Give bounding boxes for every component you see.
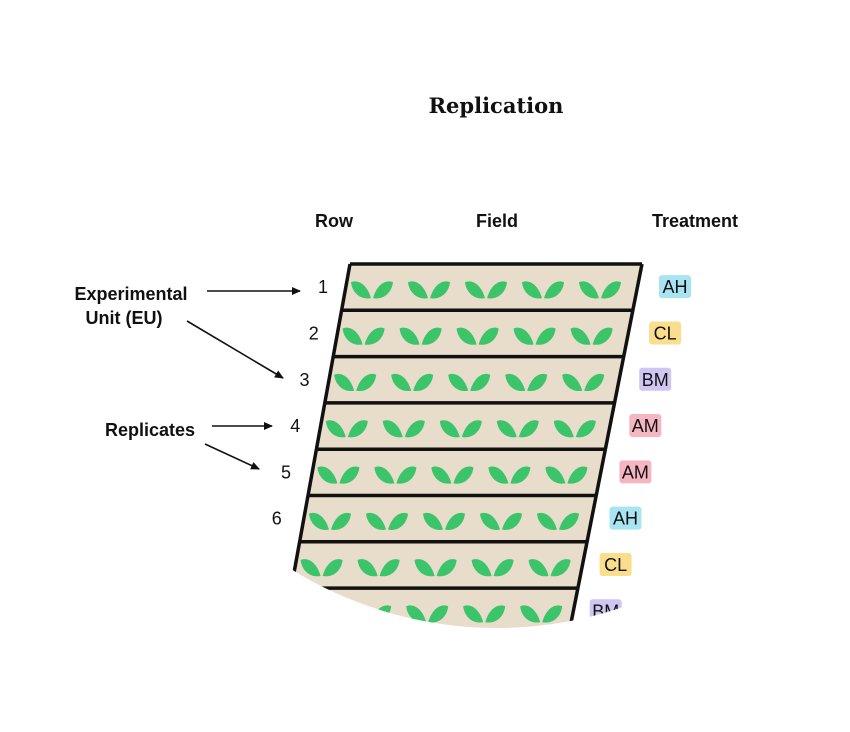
row-header: Row [315,211,354,231]
seedling-icon [463,605,506,623]
seedling-icon [553,420,596,438]
field-outline [282,262,644,628]
treatment-tag: CL [599,552,632,576]
treatment-tags: AH CL BM AM AM AH CL BM [589,275,691,623]
seedling-icon [423,512,465,530]
seedling-icon [528,559,571,577]
seedling-icon [562,373,605,392]
field-area [282,262,644,628]
row-numbers: 1 2 3 4 5 6 [272,277,328,529]
row-number: 4 [290,416,300,436]
seedling-icon [406,605,449,623]
row-number: 3 [300,370,310,390]
row-number: 1 [318,277,328,297]
arrow-icon [186,320,284,379]
seedling-icon [317,466,360,484]
seedling-icon [414,559,457,577]
diagram-title: Replication [429,93,564,118]
field-background [284,264,642,628]
field-header: Field [476,211,518,231]
arrow-icon [204,443,260,470]
row-number: 2 [309,323,319,343]
svg-text:AM: AM [622,462,649,482]
treatment-tag: AH [659,275,691,299]
seedling-icon [505,373,548,392]
seedling-icon [366,512,408,530]
svg-text:CL: CL [604,555,627,575]
seedling-icon [382,420,425,438]
seedling-icon [480,512,522,530]
seedling-icon [349,605,392,623]
seedling-icon [537,512,579,530]
seedling-icon [545,466,588,484]
svg-text:BM: BM [592,601,619,621]
seedling-icon [408,281,450,299]
seedling-icon [399,327,442,345]
replicates-label: Replicates [105,420,195,440]
row-number: 5 [281,462,291,482]
svg-text:AM: AM [632,416,659,436]
seedling-icon [325,420,368,438]
seedling-icon [520,605,563,623]
seedling-icon [357,559,400,577]
seedling-icon [579,281,621,299]
seedling-icon [342,327,385,345]
svg-text:CL: CL [654,323,677,343]
seedling-icon [513,327,556,345]
seedling-icon [374,466,417,484]
plant-grid [292,281,621,623]
seedling-icon [391,373,434,392]
treatment-tag: AM [629,414,662,438]
seedling-icon [334,373,377,392]
seedling-icon [456,327,499,345]
seedling-icon [465,281,507,299]
treatment-tag: BM [639,367,672,391]
seedling-icon [496,420,539,438]
seedling-icon [488,466,531,484]
row-number: 6 [272,509,282,529]
seedling-icon [292,605,335,623]
seedling-icon [570,327,613,345]
seedling-icon [300,559,343,577]
seedling-icon [431,466,474,484]
eu-label-line2: Unit (EU) [86,308,163,328]
svg-text:BM: BM [642,370,669,390]
treatment-tag: CL [649,321,682,345]
row-dividers [291,308,633,590]
treatment-tag: AM [619,460,652,484]
eu-label-line1: Experimental [74,284,187,304]
seedling-icon [439,420,482,438]
treatment-tag: AH [609,506,642,530]
seedling-icon [309,512,351,530]
svg-text:AH: AH [613,509,638,529]
seedling-icon [471,559,514,577]
seedling-icon [522,281,564,299]
treatment-header: Treatment [652,211,738,231]
seedling-icon [351,281,393,299]
treatment-tag: BM [589,599,622,623]
seedling-icon [448,373,491,392]
svg-text:AH: AH [662,277,687,297]
